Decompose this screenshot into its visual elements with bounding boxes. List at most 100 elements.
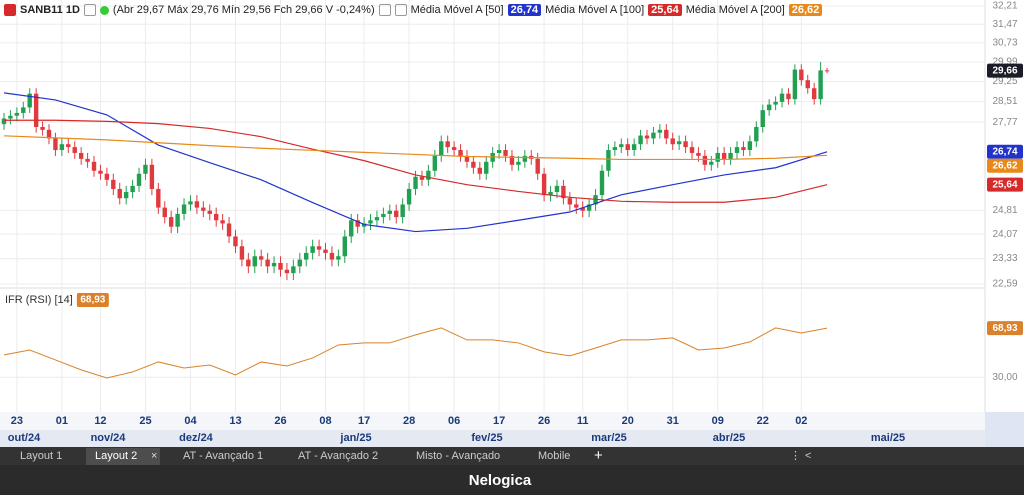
candle-body xyxy=(291,266,296,274)
candle-body xyxy=(168,217,174,227)
tab[interactable]: Layout 2 xyxy=(95,450,137,462)
candle-body xyxy=(426,170,431,180)
candle-body xyxy=(78,152,84,159)
x-tick-label: 28 xyxy=(403,415,415,427)
axis-badge xyxy=(987,63,1023,78)
axis-badge-label: 26,74 xyxy=(992,146,1017,157)
add-tab[interactable]: + xyxy=(594,447,603,464)
candle-body xyxy=(631,144,637,151)
y-tick-label: 28,51 xyxy=(992,96,1017,107)
x-tick-label: 25 xyxy=(139,415,151,427)
rsi-badge-label: 68,93 xyxy=(80,295,105,306)
candle-body xyxy=(721,152,727,159)
month-label: jan/25 xyxy=(339,432,371,444)
x-tick-label: 22 xyxy=(757,415,769,427)
candle-body xyxy=(676,141,682,145)
x-tick-label: 23 xyxy=(11,415,23,427)
candle-body xyxy=(754,126,759,142)
candle-body xyxy=(40,126,45,130)
candle-body xyxy=(8,115,13,119)
link-icon[interactable] xyxy=(378,4,391,16)
x-tick-label: 04 xyxy=(184,415,197,427)
candle-body xyxy=(27,93,32,108)
tab[interactable]: Misto - Avançado xyxy=(416,450,500,462)
candle-body xyxy=(310,246,315,253)
candle-body xyxy=(111,179,116,189)
candle-body xyxy=(786,93,791,100)
candle-body xyxy=(824,70,830,72)
grid xyxy=(0,0,985,412)
x-tick-label: 17 xyxy=(358,415,370,427)
candle-body xyxy=(683,141,688,148)
candle-body xyxy=(657,129,663,133)
candle-body xyxy=(226,223,232,237)
candle-body xyxy=(644,135,650,139)
candle-body xyxy=(117,188,122,199)
candle-body xyxy=(779,93,785,102)
candle-body xyxy=(670,138,675,145)
candle-body xyxy=(175,213,180,227)
candle-body xyxy=(98,170,103,174)
candle-body xyxy=(85,158,90,162)
tab[interactable]: Layout 1 xyxy=(20,450,62,462)
tab-close[interactable]: × xyxy=(151,450,157,462)
candle-body xyxy=(406,188,412,205)
candle-body xyxy=(651,132,656,139)
candle-body xyxy=(516,161,521,165)
candle-body xyxy=(162,207,167,218)
candle-body xyxy=(21,107,26,113)
axis-badge xyxy=(987,177,1023,192)
axis-badge xyxy=(987,321,1023,336)
candle-body xyxy=(509,155,515,165)
month-label: nov/24 xyxy=(91,432,127,444)
settings-icon[interactable] xyxy=(83,4,96,16)
candle-body xyxy=(734,147,740,153)
candle-body xyxy=(53,138,58,151)
tab[interactable]: Mobile xyxy=(538,450,570,462)
candle-body xyxy=(143,164,148,174)
candle-body xyxy=(297,259,302,267)
y-tick-label: 30,00 xyxy=(992,372,1017,383)
candle-body xyxy=(239,246,245,260)
candle-body xyxy=(413,176,418,189)
x-tick-label: 01 xyxy=(56,415,68,427)
month-label: out/24 xyxy=(8,432,41,444)
candle-body xyxy=(336,256,341,260)
tab[interactable]: AT - Avançado 1 xyxy=(183,450,263,462)
candle-body xyxy=(702,155,708,165)
add-icon[interactable] xyxy=(394,4,407,16)
candle-body xyxy=(484,161,489,174)
candle-body xyxy=(1,118,7,125)
candle-body xyxy=(33,93,39,127)
y-tick-label: 31,47 xyxy=(992,19,1017,30)
candle-body xyxy=(387,210,392,214)
y-tick-label: 24,07 xyxy=(992,229,1017,240)
candle-body xyxy=(323,249,328,253)
candle-body xyxy=(394,210,399,218)
collapse-icon[interactable]: < xyxy=(805,450,811,462)
tab-bar xyxy=(0,447,1024,465)
candle-body xyxy=(709,161,714,165)
candle-body xyxy=(811,88,817,100)
y-tick-label: 27,77 xyxy=(992,117,1017,128)
candle-body xyxy=(715,152,720,162)
candle-body xyxy=(316,246,322,250)
series-badge: 25,64 xyxy=(648,4,682,16)
candle-body xyxy=(477,167,483,174)
candle-body xyxy=(451,147,457,151)
candle-body xyxy=(156,188,161,208)
menu-icon[interactable]: ⋮ xyxy=(790,450,801,462)
candle-body xyxy=(696,152,701,156)
active-tab-bg xyxy=(86,448,160,465)
candle-body xyxy=(368,220,373,224)
tab[interactable]: AT - Avançado 2 xyxy=(298,450,378,462)
candle-body xyxy=(355,220,360,227)
candle-body xyxy=(458,150,463,156)
axis-badge-label: 26,62 xyxy=(992,160,1017,171)
candle-body xyxy=(664,129,669,139)
axis-badge-label: 68,93 xyxy=(992,323,1017,334)
candle-body xyxy=(760,110,765,127)
series-name: Média Móvel A [200] xyxy=(685,4,785,16)
status-dot xyxy=(99,5,109,15)
